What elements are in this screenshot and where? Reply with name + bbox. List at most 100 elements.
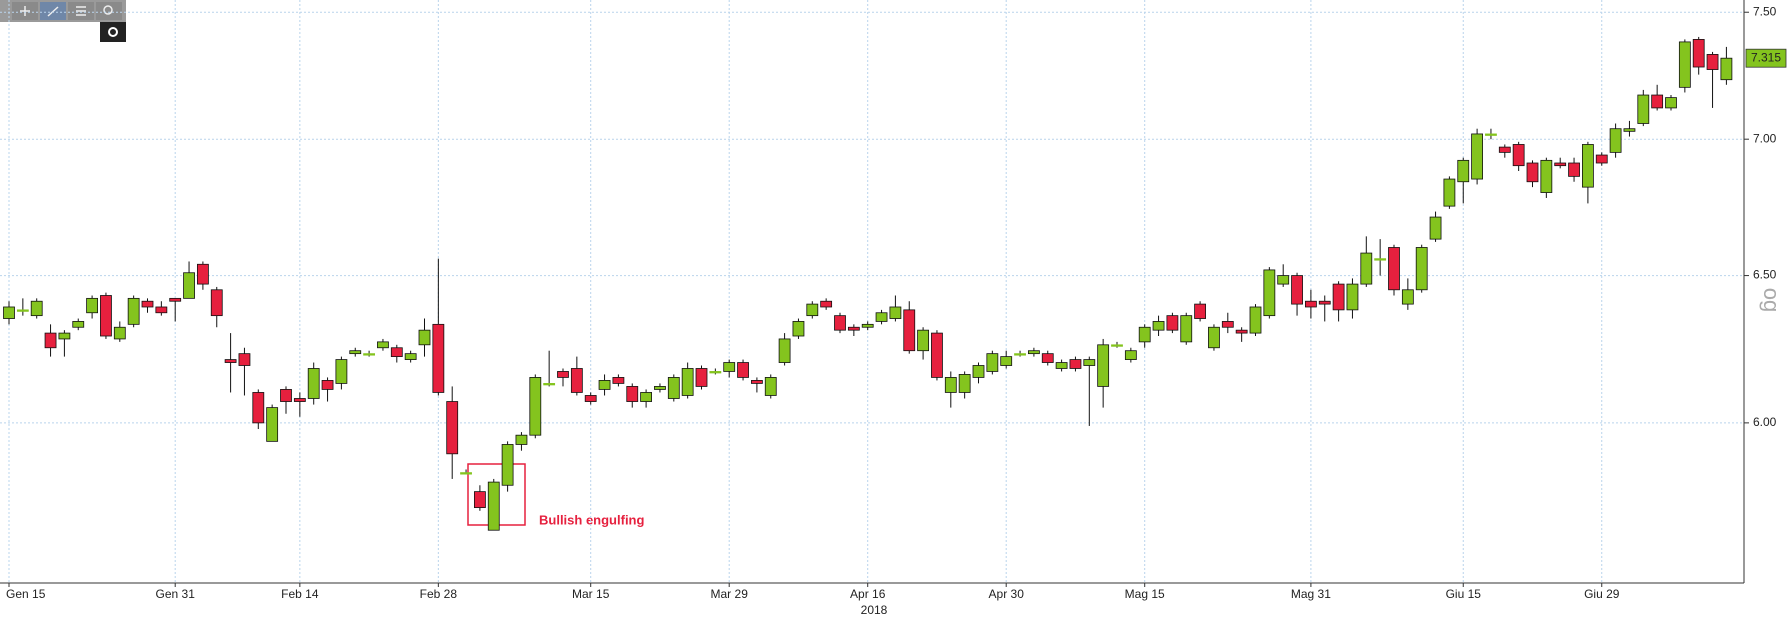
candle-body <box>1651 94 1664 109</box>
candle-body <box>1443 178 1456 207</box>
x-tick-label: Gen 31 <box>156 587 196 601</box>
candle-body <box>1720 57 1733 81</box>
candle-body <box>1028 350 1040 355</box>
settings-button[interactable] <box>100 22 126 42</box>
last-price-label: 7.315 <box>1751 50 1781 64</box>
candle-body <box>1706 54 1719 70</box>
candle-body <box>169 297 182 302</box>
candle-body <box>432 323 445 393</box>
candle-body <box>30 300 43 317</box>
tool-zoom[interactable] <box>96 2 122 20</box>
candle-body <box>1665 97 1677 109</box>
candle-body <box>972 365 985 378</box>
candle-body <box>321 380 334 390</box>
x-tick-label: Apr 30 <box>989 587 1025 601</box>
candle-body <box>349 350 362 355</box>
candle-body <box>1582 144 1594 188</box>
y-tick-label: 6.50 <box>1753 268 1777 282</box>
candle-body <box>1208 326 1220 349</box>
candle-body <box>515 434 528 445</box>
candle-body <box>723 362 736 372</box>
candle-body <box>487 481 500 531</box>
candle-body <box>1568 162 1580 177</box>
candle-body <box>626 386 639 402</box>
candle-body <box>1152 321 1165 331</box>
candle-body <box>1069 359 1082 369</box>
candle-body <box>834 315 846 331</box>
x-tick-label: Giu 29 <box>1584 587 1620 601</box>
candle-body <box>1291 275 1303 305</box>
candle-body <box>1041 353 1054 363</box>
candle-body <box>127 297 140 325</box>
candle-body <box>667 377 680 399</box>
candle-body <box>1097 344 1110 387</box>
candle-body <box>778 338 791 363</box>
candle-body <box>183 272 195 299</box>
candle-body <box>446 401 459 455</box>
candle-body <box>155 306 168 314</box>
candle-body <box>612 377 625 384</box>
candle-body <box>1678 41 1691 88</box>
candle-body <box>1194 303 1206 319</box>
x-tick-label: Mar 29 <box>711 587 749 601</box>
candle-body <box>1485 133 1497 136</box>
last-price-box <box>1745 48 1787 68</box>
x-tick-label: Giu 15 <box>1446 587 1482 601</box>
x-tick-label: Mag 31 <box>1291 587 1331 601</box>
candle-body <box>460 472 472 475</box>
candle-body <box>307 368 320 399</box>
candle-body <box>1429 216 1442 240</box>
candle-body <box>196 263 209 285</box>
candle-body <box>44 332 57 349</box>
candles <box>3 36 1733 531</box>
candle-body <box>654 386 666 390</box>
y-tick-label: 6.00 <box>1753 415 1777 429</box>
candle-body <box>501 444 514 486</box>
candle-body <box>266 407 279 442</box>
icon-zoom <box>103 5 113 15</box>
candle-body <box>1623 128 1636 132</box>
annotation-text: Bullish engulfing <box>539 512 644 527</box>
candle-body <box>1249 306 1262 334</box>
candle-body <box>1235 329 1248 334</box>
toolbar <box>0 0 126 42</box>
candle-body <box>640 392 652 402</box>
candle-body <box>210 289 223 317</box>
candle-body <box>1000 356 1013 366</box>
candle-body <box>72 321 85 328</box>
candle-body <box>1374 258 1387 261</box>
candle-body <box>1415 247 1428 291</box>
candle-body <box>1083 359 1096 366</box>
candle-body <box>751 380 763 384</box>
candle-body <box>86 297 98 314</box>
candle-body <box>1305 300 1317 308</box>
candle-body <box>1540 159 1553 193</box>
icon-crosshair <box>20 6 30 16</box>
candle-body <box>1277 275 1290 285</box>
candle-body <box>1166 315 1179 331</box>
candle-body <box>1318 300 1331 305</box>
icon-settings <box>108 27 118 37</box>
candle-body <box>252 392 265 424</box>
candle-body <box>1388 247 1400 291</box>
candle-body <box>16 309 29 312</box>
candle-body <box>570 368 583 393</box>
candle-body <box>363 353 376 356</box>
candle-body <box>875 312 888 322</box>
candle-body <box>792 321 805 337</box>
candle-body <box>598 380 611 390</box>
x-tick-label: Gen 15 <box>6 587 46 601</box>
candle-body <box>100 295 112 337</box>
candle-body <box>1332 283 1345 311</box>
candle-body <box>1014 353 1026 356</box>
icon-draw <box>47 6 59 17</box>
candle-body <box>681 368 694 396</box>
candle-body <box>737 362 749 378</box>
candle-body <box>529 377 542 436</box>
candle-body <box>1138 326 1151 343</box>
candle-body <box>903 309 916 352</box>
candle-body <box>1637 94 1650 124</box>
candle-body <box>1609 128 1622 153</box>
candle-body <box>1471 133 1483 180</box>
candle-body <box>3 306 15 319</box>
